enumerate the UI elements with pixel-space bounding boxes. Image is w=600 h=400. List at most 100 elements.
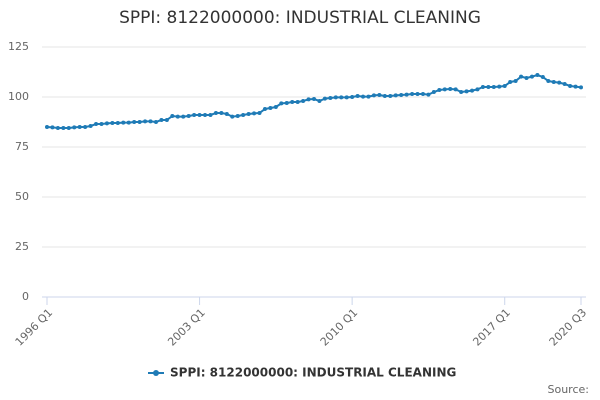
point: [284, 101, 289, 105]
point: [110, 121, 115, 125]
point: [486, 85, 491, 89]
point: [77, 125, 82, 129]
point: [72, 125, 77, 130]
point: [213, 111, 218, 115]
point: [192, 113, 197, 117]
point: [241, 113, 246, 117]
x-tick-label: 2017 Q1: [470, 306, 513, 349]
point: [437, 88, 442, 92]
point: [262, 107, 267, 111]
point: [535, 73, 540, 77]
line: [46, 73, 582, 129]
point: [551, 80, 556, 84]
x-tick-label: 2020 Q3: [547, 306, 590, 349]
point: [377, 93, 382, 97]
point: [470, 88, 475, 93]
x-tick-label: 1996 Q1: [13, 306, 56, 349]
point: [290, 100, 295, 104]
point: [50, 125, 55, 130]
point: [491, 85, 496, 89]
point: [448, 87, 453, 91]
x-tick-label: 2003 Q1: [165, 306, 208, 349]
point: [404, 92, 409, 97]
point: [382, 94, 387, 98]
point: [45, 125, 49, 129]
point: [399, 93, 404, 97]
point: [475, 87, 480, 92]
point: [339, 95, 344, 100]
point: [502, 84, 507, 88]
point: [312, 97, 316, 101]
point: [524, 76, 529, 80]
point: [153, 120, 158, 124]
y-tick-label: 75: [15, 140, 29, 153]
point: [99, 122, 104, 126]
point: [322, 96, 327, 101]
point: [568, 84, 573, 88]
point: [159, 118, 164, 122]
point: [371, 93, 376, 98]
point: [388, 94, 393, 98]
point: [137, 120, 142, 124]
point: [420, 92, 425, 96]
point: [126, 120, 131, 125]
point: [88, 124, 93, 128]
point: [230, 114, 235, 119]
point: [361, 94, 366, 99]
point: [203, 113, 208, 117]
point: [557, 80, 562, 85]
point: [366, 94, 371, 99]
point: [426, 92, 431, 97]
point: [143, 119, 148, 124]
chart-title: SPPI: 8122000000: INDUSTRIAL CLEANING: [119, 8, 481, 28]
point: [186, 114, 191, 118]
point: [459, 90, 464, 94]
point: [94, 122, 99, 126]
point: [164, 118, 169, 122]
point: [306, 97, 311, 102]
point: [83, 125, 88, 129]
point: [219, 111, 224, 115]
source: Source:: [548, 383, 590, 396]
point: [104, 121, 109, 126]
y-tick-label: 125: [8, 40, 29, 53]
y-tick-label: 0: [22, 290, 29, 303]
point: [246, 112, 251, 116]
point: [393, 93, 398, 98]
y-tick-label: 50: [15, 190, 29, 203]
point: [480, 85, 485, 89]
point: [328, 96, 333, 100]
x-tick-label: 2010 Q1: [318, 306, 361, 349]
y-tick-label: 100: [8, 90, 29, 103]
point: [273, 105, 278, 109]
point: [235, 114, 240, 118]
point: [562, 82, 567, 86]
point: [529, 74, 534, 79]
point: [279, 101, 284, 106]
point: [415, 92, 420, 96]
y-tick-label: 25: [15, 240, 29, 253]
point: [540, 75, 545, 79]
point: [579, 85, 583, 90]
point: [148, 119, 153, 124]
point: [453, 87, 458, 92]
point: [350, 95, 355, 99]
point: [333, 95, 338, 100]
point: [66, 126, 71, 130]
point: [508, 80, 513, 84]
point: [573, 84, 578, 89]
point: [224, 112, 229, 116]
point: [295, 100, 300, 104]
point: [115, 121, 120, 125]
point: [442, 87, 447, 92]
legend-label: SPPI: 8122000000: INDUSTRIAL CLEANING: [170, 366, 456, 380]
point: [197, 113, 202, 117]
point: [355, 94, 360, 98]
point: [208, 113, 213, 117]
point: [410, 92, 415, 96]
point: [252, 111, 257, 116]
point: [181, 114, 186, 119]
point: [344, 95, 349, 100]
